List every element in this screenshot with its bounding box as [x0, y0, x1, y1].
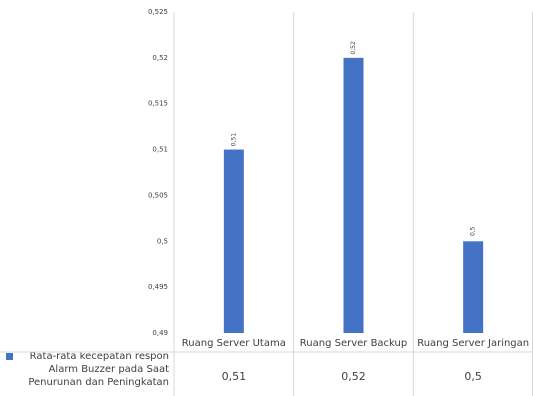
y-tick-label: 0,495: [148, 283, 168, 291]
data-label: 0,52: [350, 41, 357, 55]
bar: [223, 149, 244, 333]
bar: [343, 57, 364, 333]
y-tick-label: 0,52: [152, 54, 168, 62]
y-tick-label: 0,515: [148, 100, 168, 108]
table-value: 0,52: [341, 370, 366, 383]
data-label: 0,51: [230, 133, 237, 147]
y-tick-label: 0,49: [152, 329, 168, 337]
x-tick-label: Ruang Server Backup: [300, 338, 407, 349]
legend-swatch: [6, 353, 13, 360]
y-tick-label: 0,525: [148, 8, 168, 16]
data-label: 0,5: [470, 226, 477, 236]
legend-label: Rata-rata kecepatan respon Alarm Buzzer …: [28, 351, 169, 388]
table-value: 0,51: [222, 370, 247, 383]
y-tick-label: 0,51: [152, 146, 168, 154]
x-tick-label: Ruang Server Jaringan: [417, 338, 529, 349]
y-tick-label: 0,5: [157, 237, 168, 245]
table-value: 0,5: [464, 370, 482, 383]
bar: [463, 241, 484, 333]
x-tick-label: Ruang Server Utama: [182, 338, 286, 349]
y-tick-label: 0,505: [148, 191, 168, 199]
legend: Rata-rata kecepatan respon Alarm Buzzer …: [6, 351, 169, 388]
